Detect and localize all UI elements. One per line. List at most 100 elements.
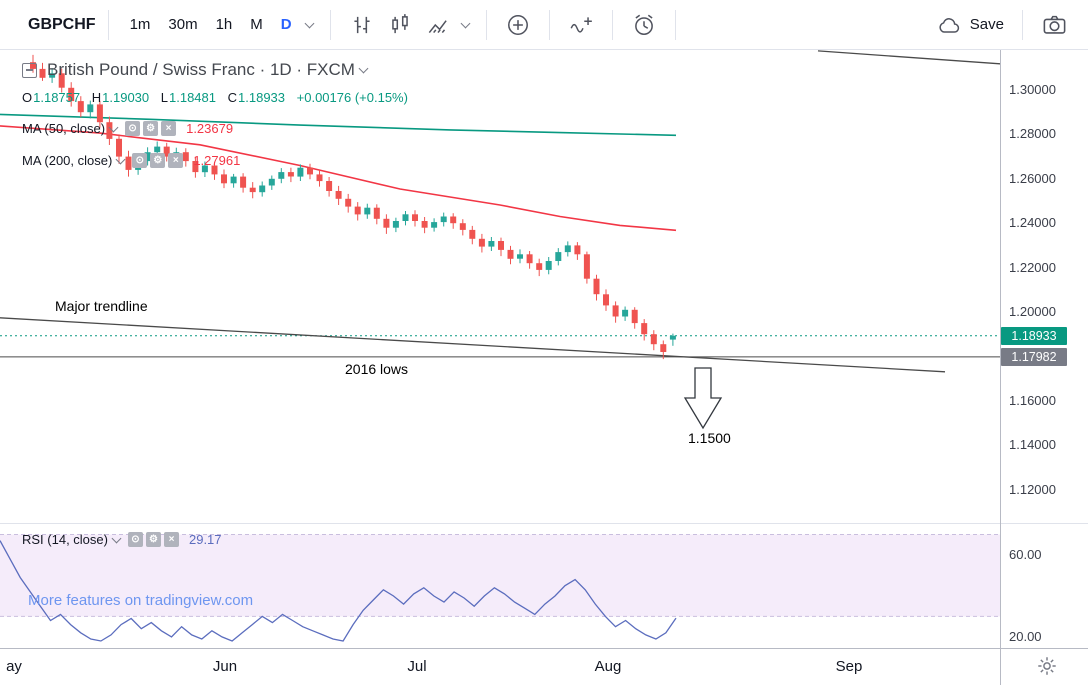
chart-style-chevron-icon[interactable] bbox=[460, 18, 471, 28]
bars-style-icon[interactable] bbox=[343, 10, 381, 40]
rsi-pane-canvas[interactable] bbox=[0, 523, 1000, 648]
ma200-eye-icon[interactable]: ⊙ bbox=[132, 153, 148, 168]
down-arrow-annotation[interactable] bbox=[683, 367, 723, 430]
toolbar-separator bbox=[548, 9, 550, 40]
close-value: 1.18933 bbox=[238, 90, 286, 105]
rsi-chevron-icon[interactable] bbox=[111, 533, 122, 543]
ma200-value: 1.27961 bbox=[193, 153, 241, 168]
ma50-remove-icon[interactable]: × bbox=[161, 121, 177, 136]
axis-label: 1.22000 bbox=[1009, 260, 1056, 275]
pane-separator[interactable] bbox=[0, 523, 1088, 524]
ma200-row: MA (200, close) ⊙ ⚙ × 1.27961 bbox=[22, 152, 408, 169]
axis-label: 1.24000 bbox=[1009, 215, 1056, 230]
ma50-row: MA (50, close) ⊙ ⚙ × 1.23679 bbox=[22, 120, 408, 137]
rsi-remove-icon[interactable]: × bbox=[163, 532, 179, 547]
cloud-icon bbox=[939, 17, 959, 33]
high-label: H bbox=[91, 90, 102, 105]
trendline-1[interactable] bbox=[817, 50, 1000, 65]
time-axis-label: ay bbox=[6, 658, 22, 675]
axis-label: 1.14000 bbox=[1009, 437, 1056, 452]
ma200-chevron-icon[interactable] bbox=[115, 154, 126, 164]
major-trendline-label[interactable]: Major trendline bbox=[55, 298, 148, 314]
area-style-icon[interactable] bbox=[419, 10, 457, 40]
rsi-settings-icon[interactable]: ⚙ bbox=[145, 532, 161, 547]
price-axis[interactable]: 1.18933 1.17982 1.30000 1.28000 1.26000 1.2… bbox=[1000, 50, 1088, 685]
change-value: +0.00176 (+0.15%) bbox=[296, 90, 408, 105]
trendline-0[interactable] bbox=[0, 317, 946, 373]
axis-label: 1.16000 bbox=[1009, 393, 1056, 408]
alert-clock-icon[interactable] bbox=[625, 10, 663, 40]
high-value: 1.19030 bbox=[102, 90, 150, 105]
ma50-label[interactable]: MA (50, close) bbox=[22, 121, 106, 136]
legend-collapse-icon[interactable] bbox=[22, 62, 37, 78]
timeframe-30m-button[interactable]: 30m bbox=[168, 16, 198, 33]
axis-label: 1.28000 bbox=[1009, 126, 1056, 141]
toolbar-separator bbox=[329, 9, 331, 40]
axis-label: 60.00 bbox=[1009, 547, 1042, 562]
candles-series bbox=[30, 54, 676, 360]
ma200-settings-icon[interactable]: ⚙ bbox=[150, 153, 166, 168]
timeframe-menu-chevron-icon[interactable] bbox=[304, 18, 315, 28]
ma50-chevron-icon[interactable] bbox=[108, 122, 119, 132]
main-chart-canvas[interactable] bbox=[0, 50, 1000, 523]
chart-settings-gear-icon[interactable] bbox=[1030, 654, 1064, 681]
timeframe-1h-button[interactable]: 1h bbox=[215, 16, 233, 33]
rsi-eye-icon[interactable]: ⊙ bbox=[127, 532, 143, 547]
ohlc-row: O1.18757 H1.19030 L1.18481 C1.18933 +0.0… bbox=[22, 90, 408, 105]
chart-title-chevron-icon[interactable] bbox=[358, 63, 369, 74]
save-label: Save bbox=[969, 16, 1004, 33]
ma50-line bbox=[0, 125, 677, 232]
ma50-value: 1.23679 bbox=[186, 121, 234, 136]
rsi-label[interactable]: RSI (14, close) bbox=[22, 532, 108, 547]
toolbar-separator bbox=[1022, 9, 1023, 40]
save-button[interactable]: Save bbox=[930, 11, 1010, 39]
rsi-line bbox=[0, 540, 677, 642]
axis-label: 1.26000 bbox=[1009, 171, 1056, 186]
toolbar-separator bbox=[674, 9, 676, 40]
time-axis-label: Jul bbox=[407, 658, 427, 675]
last-price-badge: 1.18933 bbox=[1001, 327, 1067, 345]
toolbar-separator bbox=[107, 9, 109, 40]
symbol-button[interactable]: GBPCHF bbox=[28, 15, 96, 33]
ma50-settings-icon[interactable]: ⚙ bbox=[143, 121, 159, 136]
open-label: O bbox=[22, 90, 33, 105]
rsi-row: RSI (14, close) ⊙ ⚙ × 29.17 bbox=[22, 531, 222, 548]
indicators-icon[interactable] bbox=[562, 10, 600, 40]
target-price-label[interactable]: 1.1500 bbox=[688, 430, 731, 446]
ma200-remove-icon[interactable]: × bbox=[168, 153, 184, 168]
ma200-line bbox=[0, 113, 677, 137]
time-axis-label: Aug bbox=[594, 658, 622, 675]
ma50-eye-icon[interactable]: ⊙ bbox=[125, 121, 141, 136]
open-value: 1.18757 bbox=[33, 90, 81, 105]
candles-style-icon[interactable] bbox=[381, 10, 419, 40]
chart-title-row: British Pound / Swiss Franc · 1D · FXCM bbox=[22, 58, 408, 82]
tradingview-watermark-link[interactable]: More features on tradingview.com bbox=[28, 592, 254, 609]
compare-add-icon[interactable] bbox=[499, 10, 537, 40]
top-toolbar: GBPCHF 1m 30m 1h M D Save bbox=[0, 0, 1088, 50]
lows-2016-label[interactable]: 2016 lows bbox=[345, 361, 409, 377]
close-label: C bbox=[227, 90, 238, 105]
toolbar-right-group: Save bbox=[930, 9, 1088, 40]
timeframe-1m-button[interactable]: 1m bbox=[129, 16, 151, 33]
ma200-label[interactable]: MA (200, close) bbox=[22, 153, 113, 168]
level-price-badge: 1.17982 bbox=[1001, 348, 1067, 366]
toolbar-separator bbox=[611, 9, 613, 40]
time-axis-label: Sep bbox=[835, 658, 863, 675]
time-axis-label: Jun bbox=[212, 658, 238, 675]
toolbar-separator bbox=[485, 9, 487, 40]
axis-label: 1.12000 bbox=[1009, 482, 1056, 497]
chart-title[interactable]: British Pound / Swiss Franc · 1D · FXCM bbox=[47, 60, 355, 79]
timeframe-1D-button[interactable]: D bbox=[280, 16, 292, 33]
time-axis-border bbox=[0, 648, 1088, 649]
rsi-value: 29.17 bbox=[188, 532, 222, 547]
rsi-band bbox=[0, 534, 1000, 617]
chart-legend: British Pound / Swiss Franc · 1D · FXCM … bbox=[22, 58, 408, 169]
axis-label: 20.00 bbox=[1009, 629, 1042, 644]
price-axis-border bbox=[1000, 50, 1001, 685]
low-value: 1.18481 bbox=[169, 90, 216, 105]
timeframe-1M-button[interactable]: M bbox=[250, 16, 263, 33]
axis-label: 1.20000 bbox=[1009, 304, 1056, 319]
camera-icon[interactable] bbox=[1035, 9, 1074, 40]
time-axis[interactable]: ay Jun Jul Aug Sep bbox=[0, 648, 1000, 685]
axis-label: 1.30000 bbox=[1009, 82, 1056, 97]
